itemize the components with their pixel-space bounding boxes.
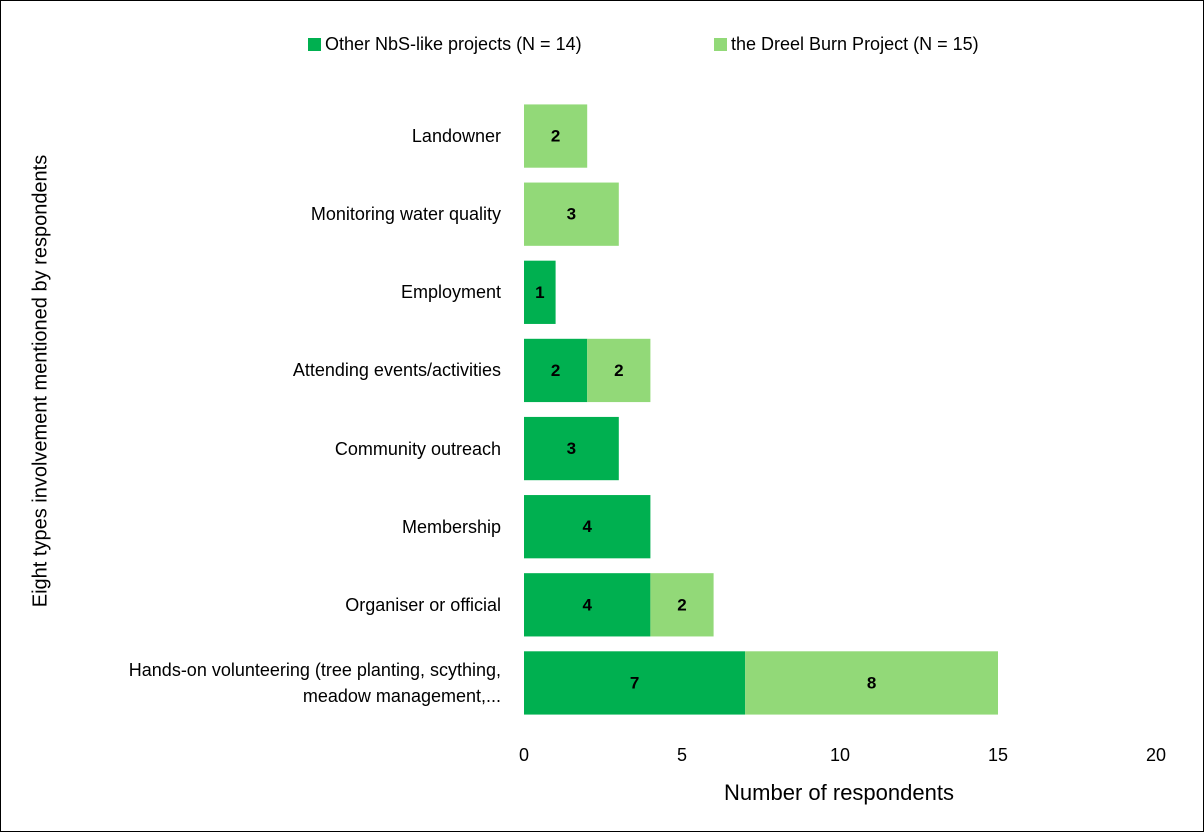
x-tick-label: 0	[519, 745, 529, 765]
bar-segment	[587, 338, 651, 403]
legend-label: Other NbS-like projects (N = 14)	[325, 34, 582, 54]
bar-segment	[524, 104, 588, 168]
y-tick-label: Hands-on volunteering (tree planting, sc…	[81, 648, 501, 718]
y-tick-text: Organiser or official	[345, 594, 501, 615]
bar-segment	[524, 651, 746, 715]
data-label: 4	[582, 595, 592, 614]
y-tick-text: Landowner	[411, 126, 501, 147]
bar-segment	[524, 573, 651, 637]
bar-segment	[524, 338, 588, 403]
x-tick-label: 20	[1146, 745, 1166, 765]
y-tick-label: Employment	[81, 257, 501, 327]
y-tick-label: Community outreach	[81, 414, 501, 484]
bar-segment	[650, 573, 714, 637]
y-tick-text: Membership	[401, 516, 501, 537]
data-label: 3	[567, 205, 576, 224]
x-axis-label: Number of respondents	[724, 780, 954, 805]
y-tick-text: Employment	[400, 282, 501, 303]
y-tick-label: Organiser or official	[81, 570, 501, 640]
legend-swatch	[308, 38, 321, 51]
y-tick-label: Monitoring water quality	[81, 179, 501, 249]
y-tick-label: Landowner	[81, 101, 501, 171]
data-label: 7	[630, 673, 639, 692]
y-axis-label: Eight types involvement mentioned by res…	[29, 155, 51, 608]
y-tick-text: Hands-on volunteering (tree planting, sc…	[128, 659, 501, 706]
data-label: 2	[551, 361, 560, 380]
x-tick-label: 5	[677, 745, 687, 765]
y-tick-text: Monitoring water quality	[310, 204, 501, 225]
bar-segment	[524, 495, 651, 559]
y-tick-text: Attending events/activities	[292, 360, 501, 381]
bar-segment	[524, 260, 556, 324]
y-tick-text: Community outreach	[334, 438, 501, 459]
data-label: 2	[614, 361, 623, 380]
x-tick-label: 15	[988, 745, 1008, 765]
data-label: 2	[551, 127, 560, 146]
bar-segment	[524, 416, 619, 481]
data-label: 1	[535, 283, 544, 302]
data-label: 4	[582, 517, 592, 536]
x-tick-label: 10	[830, 745, 850, 765]
legend-swatch	[714, 38, 727, 51]
data-label: 8	[867, 673, 876, 692]
y-tick-label: Attending events/activities	[81, 335, 501, 405]
data-label: 3	[567, 439, 576, 458]
bar-segment	[745, 651, 998, 715]
bar-segment	[524, 182, 619, 246]
data-label: 2	[677, 595, 686, 614]
y-tick-label: Membership	[81, 492, 501, 562]
legend-label: the Dreel Burn Project (N = 15)	[731, 34, 979, 54]
